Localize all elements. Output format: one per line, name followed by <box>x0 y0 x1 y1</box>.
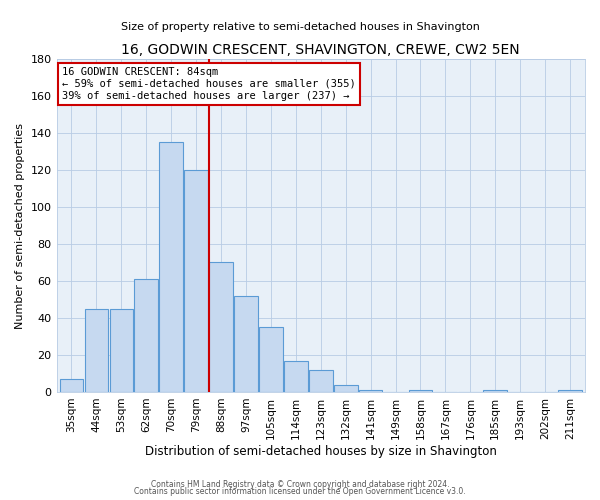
Text: Contains HM Land Registry data © Crown copyright and database right 2024.: Contains HM Land Registry data © Crown c… <box>151 480 449 489</box>
Bar <box>234 296 258 392</box>
Bar <box>209 262 233 392</box>
Bar <box>558 390 582 392</box>
Bar <box>284 360 308 392</box>
Title: 16, GODWIN CRESCENT, SHAVINGTON, CREWE, CW2 5EN: 16, GODWIN CRESCENT, SHAVINGTON, CREWE, … <box>121 42 520 56</box>
Bar <box>59 379 83 392</box>
Bar <box>309 370 332 392</box>
Bar <box>134 279 158 392</box>
Bar <box>334 384 358 392</box>
Bar <box>359 390 382 392</box>
Bar <box>184 170 208 392</box>
Bar <box>85 308 108 392</box>
Bar <box>110 308 133 392</box>
Bar <box>409 390 433 392</box>
Bar <box>259 327 283 392</box>
Bar <box>484 390 507 392</box>
Text: 16 GODWIN CRESCENT: 84sqm
← 59% of semi-detached houses are smaller (355)
39% of: 16 GODWIN CRESCENT: 84sqm ← 59% of semi-… <box>62 68 356 100</box>
Text: Contains public sector information licensed under the Open Government Licence v3: Contains public sector information licen… <box>134 487 466 496</box>
X-axis label: Distribution of semi-detached houses by size in Shavington: Distribution of semi-detached houses by … <box>145 444 497 458</box>
Y-axis label: Number of semi-detached properties: Number of semi-detached properties <box>15 122 25 328</box>
Bar <box>160 142 183 392</box>
Text: Size of property relative to semi-detached houses in Shavington: Size of property relative to semi-detach… <box>121 22 479 32</box>
